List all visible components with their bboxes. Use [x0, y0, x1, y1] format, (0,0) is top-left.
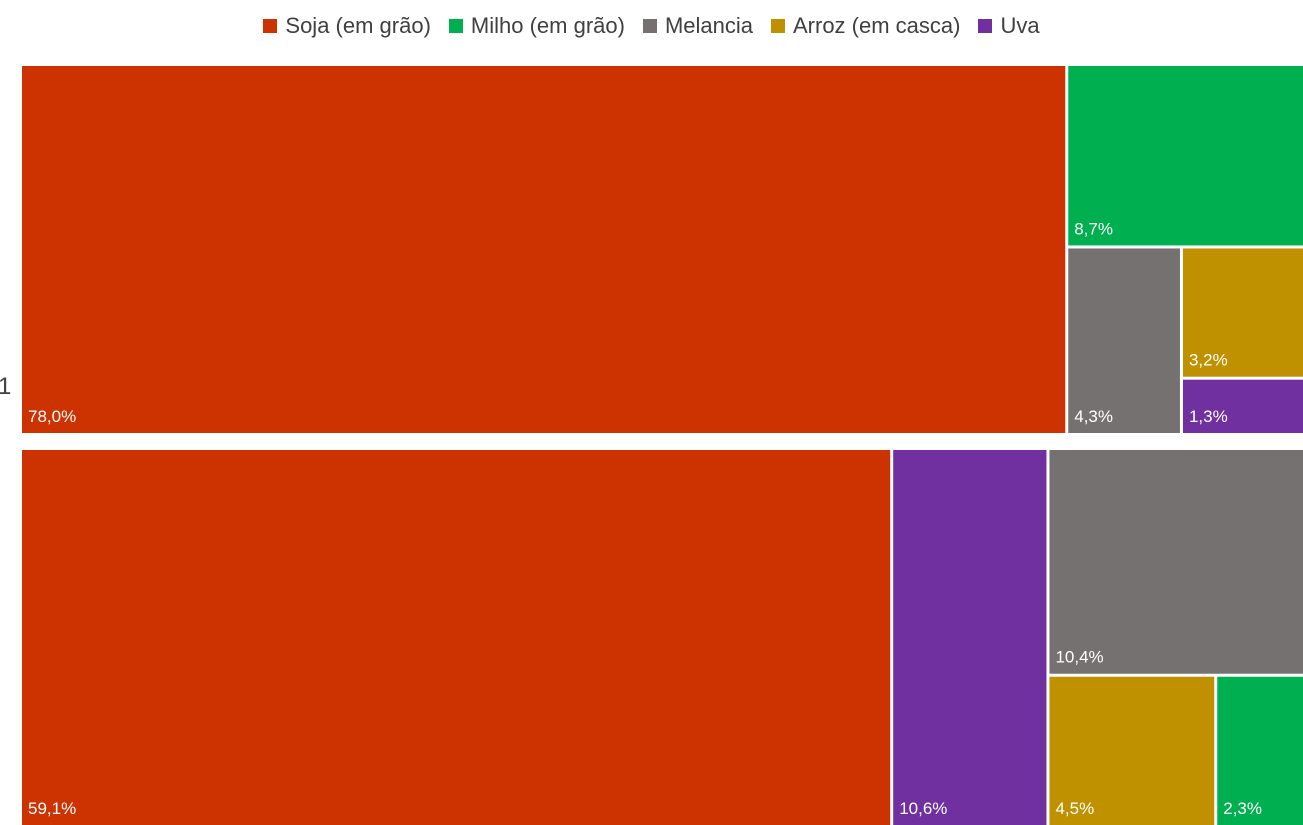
cell-soja-em-gr-o-2 — [22, 450, 891, 825]
group-label-1: 1 — [0, 373, 12, 400]
legend-item-milho: Milho (em grão) — [448, 13, 625, 39]
cell-label-melancia-2: 10,4% — [1055, 648, 1103, 667]
cell-label-arroz-em-casca-2: 4,5% — [1055, 799, 1094, 818]
cell-melancia-2 — [1049, 450, 1303, 674]
legend-swatch-soja — [263, 19, 278, 33]
legend-item-uva: Uva — [978, 13, 1040, 39]
legend-item-arroz: Arroz (em casca) — [771, 13, 960, 39]
legend-swatch-uva — [978, 19, 993, 33]
cell-arroz-em-casca-1 — [1182, 248, 1303, 377]
cell-label-melancia-1: 4,3% — [1074, 407, 1113, 426]
cell-uva-1 — [1182, 379, 1303, 433]
cell-arroz-em-casca-2 — [1049, 676, 1215, 825]
cell-label-milho-em-gr-o-1: 8,7% — [1074, 219, 1113, 238]
cell-label-soja-em-gr-o-1: 78,0% — [28, 407, 76, 426]
cell-soja-em-gr-o-1 — [22, 66, 1066, 433]
cell-label-milho-em-gr-o-2: 2,3% — [1223, 799, 1262, 818]
legend-item-melancia: Melancia — [642, 13, 753, 39]
cell-melancia-1 — [1068, 248, 1180, 433]
legend-label-arroz: Arroz (em casca) — [793, 13, 961, 38]
legend-swatch-milho — [448, 19, 463, 33]
chart-legend: Soja (em grão) Milho (em grão) Melancia … — [0, 0, 1303, 52]
cell-label-soja-em-gr-o-2: 59,1% — [28, 799, 76, 818]
legend-swatch-melancia — [642, 19, 657, 33]
legend-item-soja: Soja (em grão) — [263, 13, 431, 39]
legend-label-uva: Uva — [1000, 13, 1040, 38]
cell-label-uva-2: 10,6% — [899, 799, 947, 818]
legend-label-soja: Soja (em grão) — [285, 13, 431, 38]
legend-swatch-arroz — [771, 19, 785, 33]
cell-uva-2 — [893, 450, 1047, 825]
cell-label-uva-1: 1,3% — [1189, 407, 1228, 426]
cell-label-arroz-em-casca-1: 3,2% — [1189, 351, 1228, 370]
legend-label-melancia: Melancia — [664, 13, 753, 38]
treemap-cells: 78,0% 8,7% 4,3% 3,2% 1,3% 59,1% 10,6% 10,4% 4,5%… — [22, 66, 1303, 825]
legend-label-milho: Milho (em grão) — [470, 13, 625, 38]
cell-milho-em-gr-o-1 — [1068, 66, 1303, 246]
cell-milho-em-gr-o-2 — [1217, 676, 1303, 825]
